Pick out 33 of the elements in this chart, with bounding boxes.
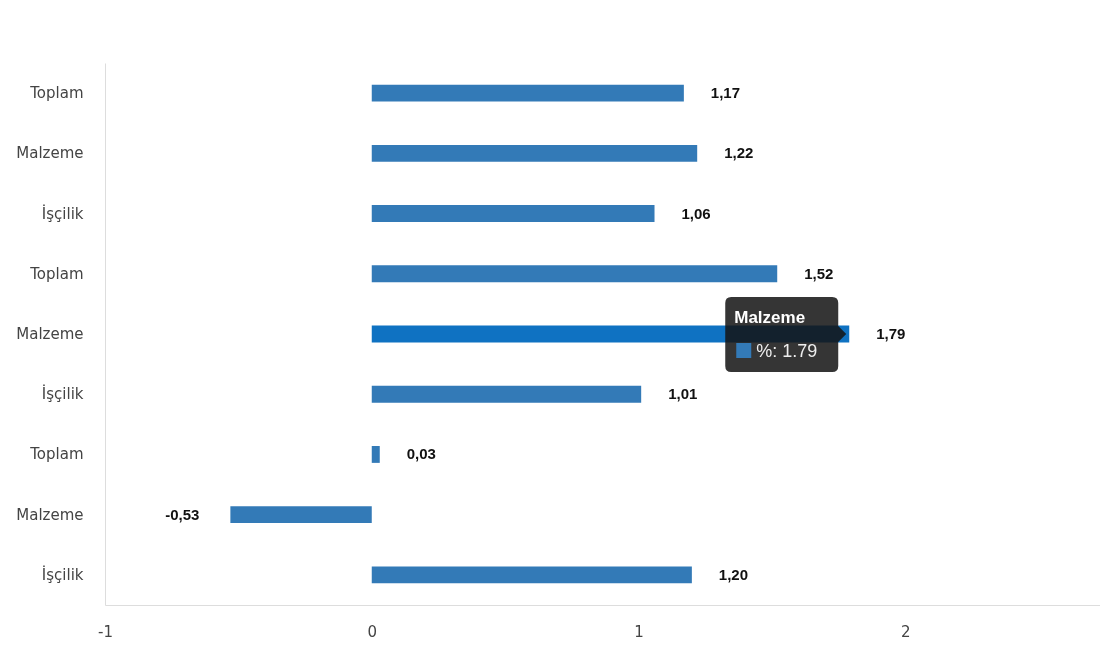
data-label: 1,79	[876, 325, 906, 342]
bar	[371, 265, 778, 283]
y-tick-label: Toplam	[29, 445, 84, 464]
y-tick-label: Malzeme	[16, 505, 84, 524]
data-label: 1,20	[718, 565, 749, 583]
y-tick-label: Toplam	[29, 84, 84, 103]
bar	[371, 566, 692, 584]
data-label: 1,52	[804, 264, 834, 282]
data-label: 1,01	[668, 385, 698, 403]
data-label: 0,03	[406, 445, 436, 463]
bar	[371, 205, 655, 222]
data-label: 1,06	[681, 204, 711, 222]
bar	[230, 506, 372, 524]
annotation: Malzeme	[734, 308, 806, 327]
data-label: 1,22	[724, 144, 754, 162]
y-tick-label: İşçilik	[41, 564, 84, 584]
annotation: %: 1.79	[756, 341, 818, 361]
y-tick-label: Malzeme	[16, 325, 84, 343]
x-tick-label: 2	[900, 622, 911, 641]
y-tick-label: İşçilik	[41, 384, 84, 404]
y-tick-label: Malzeme	[16, 144, 84, 163]
bar	[371, 84, 684, 102]
x-tick-label: -1	[98, 622, 113, 641]
y-tick-label: Toplam	[29, 264, 84, 283]
y-tick-label: İşçilik	[41, 203, 84, 223]
bar	[371, 385, 642, 403]
tooltip: Malzeme %: 1.79	[725, 297, 847, 372]
data-label: -0,53	[165, 505, 200, 523]
data-label: 1,17	[710, 84, 741, 102]
bar	[371, 446, 380, 463]
bar	[371, 144, 698, 162]
x-tick-label: 0	[367, 622, 378, 641]
x-tick-label: 1	[634, 622, 644, 641]
